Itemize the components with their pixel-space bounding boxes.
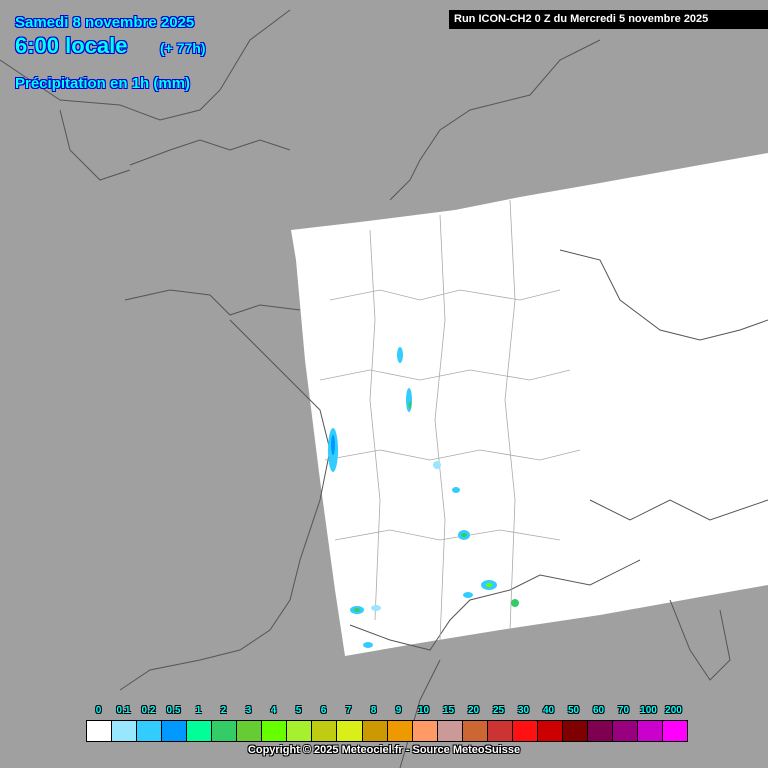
legend-swatch [137,721,163,741]
legend-swatch [87,721,113,741]
legend-swatch [562,721,588,741]
legend-label: 20 [467,705,480,716]
run-banner: Run ICON-CH2 0 Z du Mercredi 5 novembre … [449,10,768,29]
lead-time: (+ 77h) [160,40,206,56]
legend-label: 9 [395,705,402,716]
legend-label: 200 [665,705,682,716]
model-domain [291,153,768,656]
legend-swatch [487,721,513,741]
legend-label: 4 [270,705,277,716]
legend-swatch [638,721,664,741]
legend-swatch [537,721,563,741]
legend-label: 8 [370,705,377,716]
legend-swatch [612,721,639,741]
legend-swatch [587,721,613,741]
legend-swatch [337,721,363,741]
legend-label: 7 [345,705,352,716]
legend-swatch [262,721,288,741]
legend-label: 15 [442,705,455,716]
legend-color-bar [86,720,688,742]
legend-swatch [437,721,463,741]
legend-swatch [663,721,688,741]
legend-labels: 0 0.1 0.2 0.5 1 2 3 4 5 6 7 8 9 10 15 20 25 30 40 50 60 70 100… [86,705,686,719]
legend-label: 5 [295,705,302,716]
precipitation-cells [328,347,519,648]
legend-label: 0.1 [116,705,131,716]
forecast-date: Samedi 8 novembre 2025 [15,14,195,31]
legend-swatch [162,721,188,741]
legend-label: 25 [492,705,505,716]
copyright: Copyright © 2025 Meteociel.fr - Source M… [247,744,521,756]
legend-label: 40 [542,705,555,716]
legend-label: 60 [592,705,605,716]
legend-label: 2 [220,705,227,716]
legend-swatch [187,721,213,741]
legend-label: 0.2 [141,705,156,716]
legend-swatch [462,721,488,741]
legend-swatch [387,721,413,741]
legend-swatch [287,721,313,741]
legend-swatch [362,721,388,741]
legend-label: 0.5 [166,705,181,716]
legend-swatch [237,721,263,741]
legend-label: 6 [320,705,327,716]
legend-label: 70 [617,705,630,716]
legend-swatch [412,721,438,741]
department-borders [319,199,581,641]
legend-label: 100 [640,705,657,716]
legend-swatch [112,721,138,741]
legend-swatch [512,721,538,741]
legend-label: 0 [95,705,102,716]
legend-label: 1 [195,705,202,716]
legend-label: 50 [567,705,580,716]
legend-swatch [312,721,338,741]
parameter-title: Précipitation en 1h (mm) [15,75,191,92]
legend-label: 3 [245,705,252,716]
forecast-time: 6:00 locale [15,33,128,58]
legend-swatch [212,721,238,741]
coastlines [0,9,768,768]
legend-label: 30 [517,705,530,716]
legend-label: 10 [417,705,430,716]
